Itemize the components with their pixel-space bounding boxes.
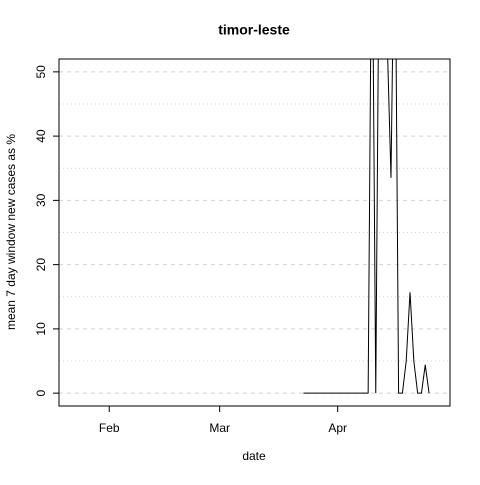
y-tick-label: 30	[34, 193, 48, 207]
chart-title: timor-leste	[218, 22, 290, 38]
x-tick-label: Mar	[209, 421, 230, 435]
y-tick-label: 10	[34, 322, 48, 336]
y-tick-label: 50	[34, 65, 48, 79]
data-line	[303, 59, 430, 394]
plot-area	[303, 59, 430, 394]
x-tick-label: Apr	[328, 421, 347, 435]
x-tick-label: Feb	[99, 421, 120, 435]
x-axis-label: date	[242, 449, 266, 463]
y-tick-label: 40	[34, 129, 48, 143]
y-tick-label: 20	[34, 258, 48, 272]
y-axis-label: mean 7 day window new cases as %	[4, 134, 18, 330]
plot-frame	[58, 58, 451, 407]
y-tick-label: 0	[34, 389, 48, 396]
